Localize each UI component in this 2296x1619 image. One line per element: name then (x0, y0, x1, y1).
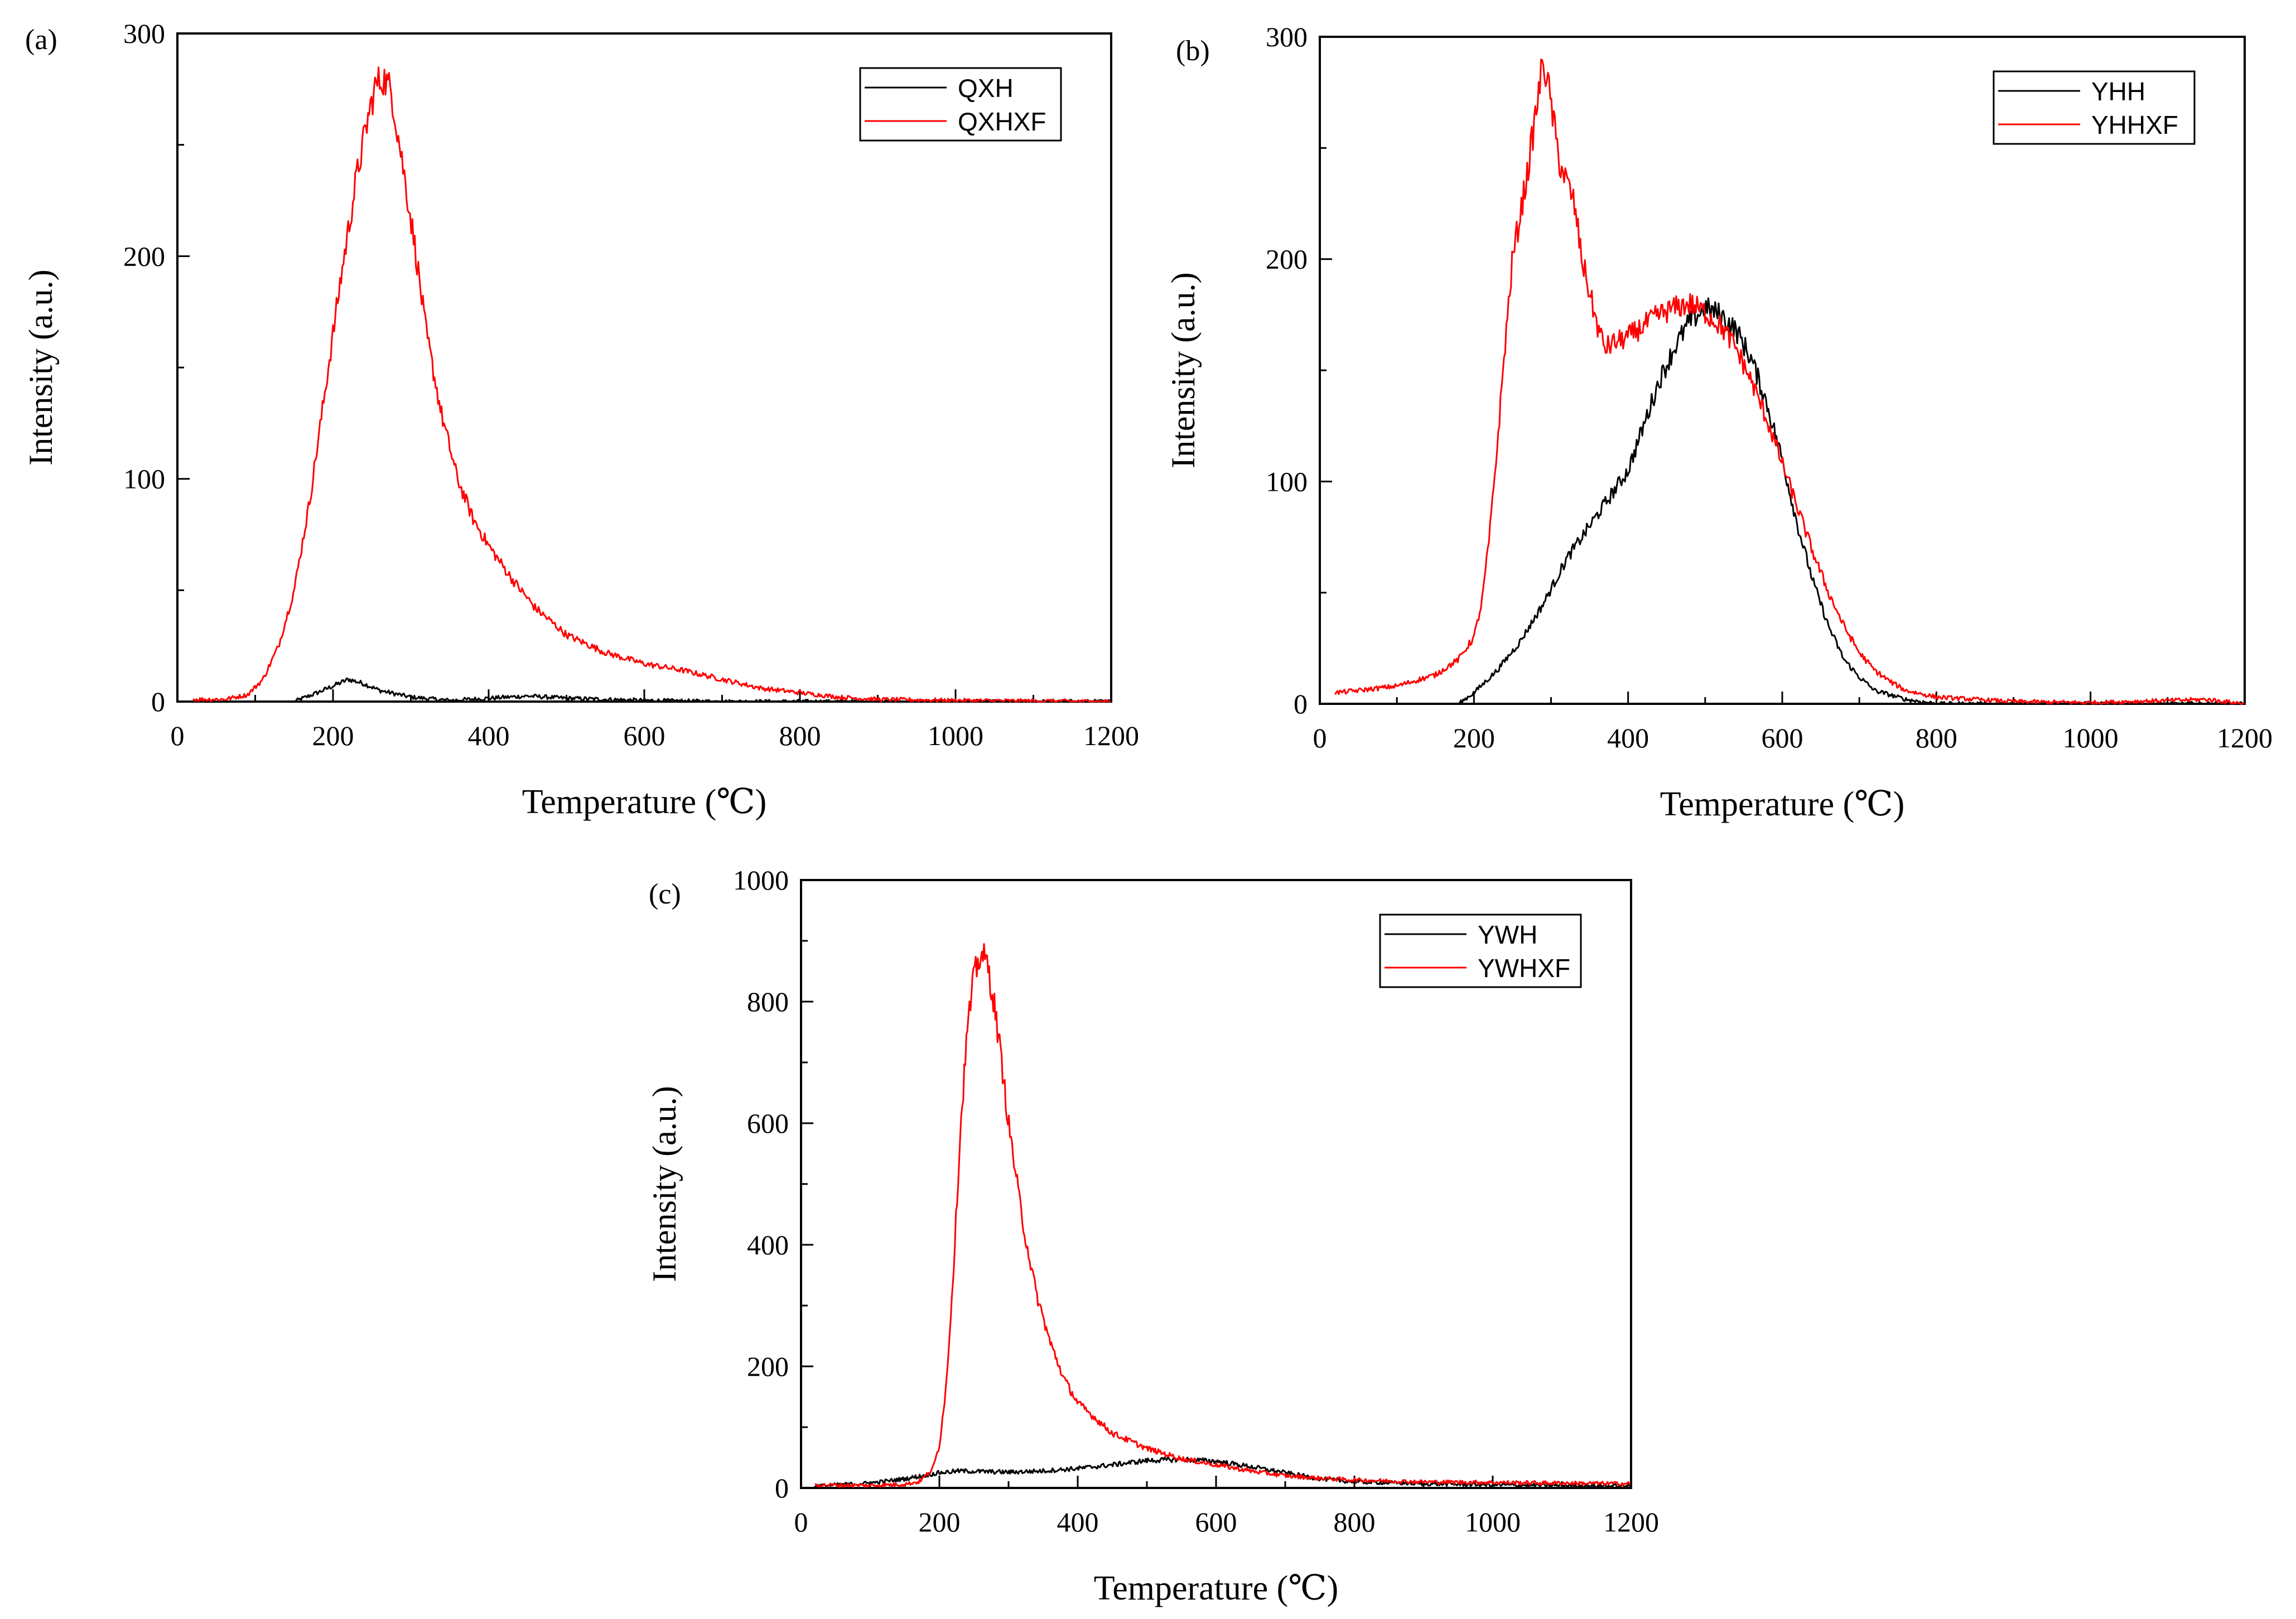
x-tick-label: 1000 (928, 720, 983, 751)
legend-label-ywhxf: YWHXF (1478, 954, 1570, 983)
x-tick-label: 1000 (2063, 722, 2119, 753)
x-tick-label: 1200 (1083, 720, 1139, 751)
x-axis-ticks: 0 200 400 600 800 1000 1200 (171, 720, 1140, 751)
legend-label-qxh: QXH (958, 74, 1014, 103)
y-tick-label: 0 (151, 686, 165, 717)
x-axis-label: Temperature (℃) (522, 783, 767, 821)
y-tick-label: 100 (1266, 466, 1308, 497)
x-tick-label: 1200 (2217, 722, 2273, 753)
x-tick-label: 200 (1453, 722, 1495, 753)
legend: QXH QXHXF (859, 67, 1062, 142)
y-tick-label: 400 (747, 1229, 789, 1260)
x-axis-label: Temperature (℃) (1660, 785, 1905, 823)
y-tick-label: 300 (123, 18, 165, 49)
x-tick-label: 400 (468, 720, 510, 751)
panel-label: (b) (1176, 35, 1210, 67)
y-tick-label: 300 (1266, 21, 1308, 52)
x-tick-label: 800 (1916, 722, 1957, 753)
x-tick-label: 600 (1195, 1506, 1237, 1538)
panel-label: (a) (25, 24, 57, 56)
y-tick-label: 600 (747, 1108, 789, 1139)
x-tick-label: 1000 (1465, 1506, 1521, 1538)
y-tick-label: 200 (123, 240, 165, 272)
x-axis-label: Temperature (℃) (1094, 1569, 1339, 1607)
y-tick-label: 800 (747, 986, 789, 1017)
x-axis-ticks: 0 200 400 600 800 1000 1200 (1313, 722, 2273, 753)
series-group (192, 66, 1111, 703)
chart-panel-b: (b) 0 200 400 600 800 1000 1200 0 100 20… (1165, 21, 2273, 823)
series-group (1334, 58, 2245, 705)
x-tick-label: 0 (1313, 722, 1327, 753)
panel-label: (c) (649, 878, 681, 910)
legend-box (859, 67, 1062, 142)
x-tick-label: 0 (794, 1506, 808, 1538)
x-tick-label: 200 (312, 720, 354, 751)
y-axis-ticks: 0 200 400 600 800 1000 (733, 864, 789, 1504)
series-group (814, 943, 1632, 1489)
axes-frame (1319, 36, 2246, 705)
series-line-ywhxf (814, 943, 1631, 1488)
legend: YHH YHHXF (1993, 70, 2196, 145)
y-axis-label: Intensity (a.u.) (646, 1086, 683, 1282)
y-tick-label: 100 (123, 463, 165, 495)
x-tick-label: 400 (1607, 722, 1649, 753)
y-axis-ticks: 0 100 200 300 (1266, 21, 1308, 719)
y-tick-label: 200 (1266, 244, 1308, 275)
x-tick-label: 1200 (1603, 1506, 1659, 1538)
legend-label-yhh: YHH (2091, 77, 2145, 106)
legend: YWH YWHXF (1379, 914, 1582, 988)
legend-label-yhhxf: YHHXF (2091, 110, 2178, 139)
y-tick-label: 0 (775, 1472, 789, 1504)
y-tick-label: 0 (1294, 688, 1308, 719)
x-tick-label: 400 (1057, 1506, 1099, 1538)
y-axis-label: Intensity (a.u.) (1165, 272, 1202, 468)
series-line-qxhxf (192, 66, 1111, 703)
x-axis-ticks: 0 200 400 600 800 1000 1200 (794, 1506, 1660, 1538)
y-tick-label: 200 (747, 1351, 789, 1382)
x-tick-label: 600 (1762, 722, 1803, 753)
legend-box (1993, 70, 2196, 145)
x-tick-label: 600 (624, 720, 665, 751)
y-axis-ticks: 0 100 200 300 (123, 18, 165, 717)
y-tick-label: 1000 (733, 864, 789, 896)
x-tick-label: 800 (1334, 1506, 1376, 1538)
legend-label-ywh: YWH (1478, 920, 1537, 949)
chart-panel-c: (c) 0 200 400 600 800 1000 1200 0 200 40… (646, 864, 1659, 1607)
legend-label-qxhxf: QXHXF (958, 107, 1046, 136)
x-tick-label: 200 (919, 1506, 961, 1538)
legend-box (1379, 914, 1582, 988)
x-tick-label: 0 (171, 720, 185, 751)
series-line-yhhxf (1334, 58, 2245, 705)
x-tick-label: 800 (779, 720, 821, 751)
y-axis-label: Intensity (a.u.) (22, 269, 59, 466)
chart-panel-a: (a) 0 200 400 600 800 1000 1200 0 100 20… (22, 18, 1139, 821)
